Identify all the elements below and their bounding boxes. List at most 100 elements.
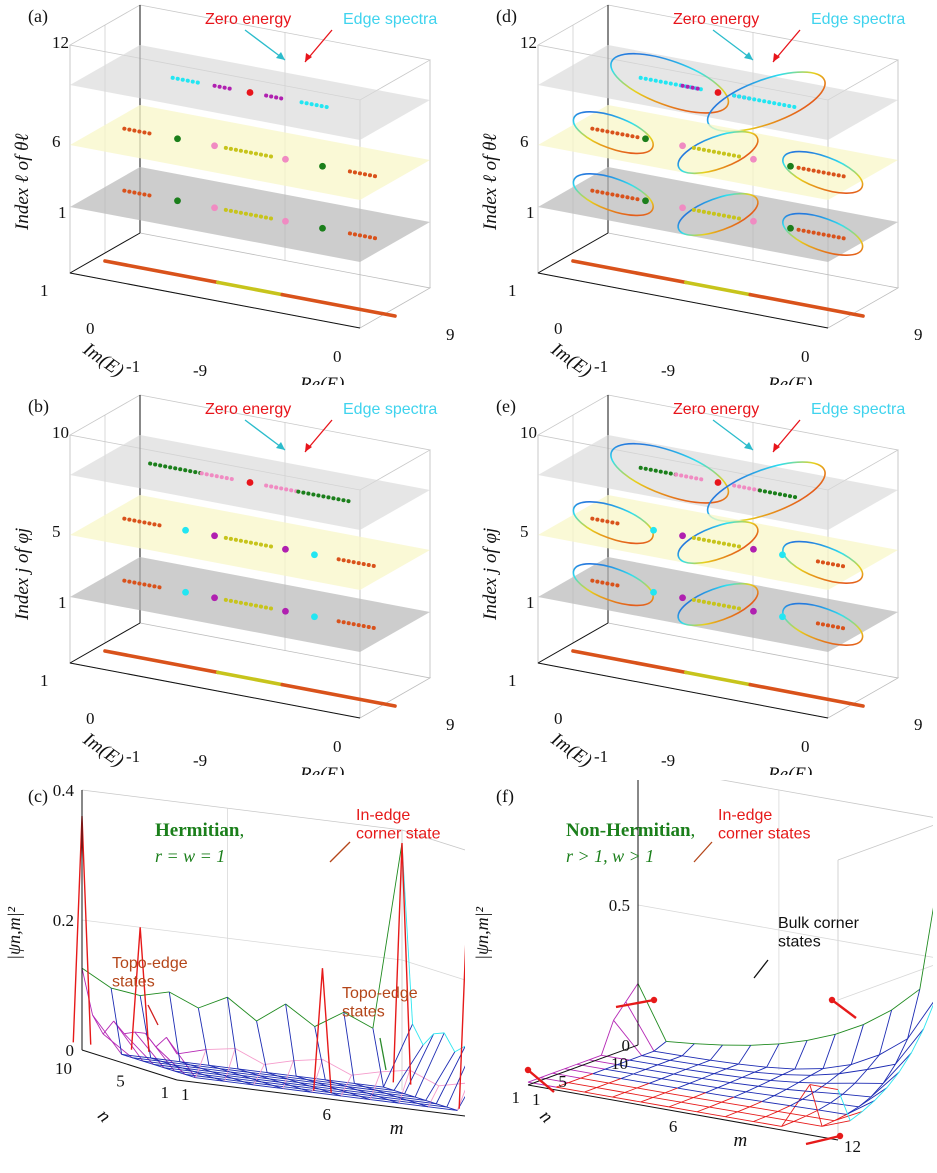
mesh-line [593, 1069, 605, 1074]
spectrum-dot [750, 608, 757, 615]
z-tick-label: 1 [58, 203, 67, 222]
mesh-line [626, 983, 638, 1001]
m-tick-label: 1 [181, 1085, 190, 1104]
x-tick-label: -9 [661, 751, 675, 770]
spectrum-dot [174, 197, 181, 204]
corner-spike [314, 968, 331, 1093]
model-title: Non-Hermitian, [566, 820, 695, 841]
mesh-line [352, 1072, 381, 1075]
zero-energy-label: Zero energy [673, 11, 759, 28]
mesh-line [645, 1069, 673, 1074]
mesh-line [641, 1097, 653, 1102]
spectrum-dot [679, 594, 686, 601]
mesh-line [835, 1025, 863, 1035]
mesh-line [82, 968, 111, 988]
z-axis-label: |ψn,m|² [4, 906, 24, 960]
m-axis-label: m [390, 1118, 404, 1139]
mesh-line [630, 1060, 658, 1065]
mesh-line [264, 1061, 293, 1065]
floor-segment [686, 282, 750, 294]
panel-c: 0.40.2010511612mn|ψn,m|²(c)Hermitian,r =… [0, 780, 465, 1173]
x-tick-label: -9 [193, 361, 207, 380]
mesh-line [621, 1079, 649, 1084]
mesh-line [722, 1097, 734, 1102]
mesh-line [855, 1069, 867, 1083]
zero-energy-label: Zero energy [673, 401, 759, 418]
mesh-line [693, 1098, 721, 1103]
mesh-line [670, 1060, 698, 1064]
y-axis [82, 1050, 177, 1080]
mesh-line [811, 1074, 839, 1076]
annotation-line: In-edge [356, 807, 410, 824]
mesh-line [444, 1033, 455, 1052]
panel-label: (a) [28, 6, 48, 27]
n-tick-label: 10 [611, 1054, 628, 1073]
mesh-line [681, 1098, 693, 1103]
floor-segment [218, 672, 282, 684]
spectrum-dot [679, 142, 686, 149]
n-axis-label: n [93, 1105, 115, 1127]
model-params: r > 1, w > 1 [566, 846, 654, 866]
spectrum-dot [650, 527, 657, 534]
mesh-line [818, 1110, 846, 1114]
x-tick-label: 0 [801, 347, 810, 366]
floor-segment [282, 295, 395, 316]
spectrum-dot [319, 225, 326, 232]
z-tick-label: 0 [622, 1036, 631, 1055]
mesh-line [718, 1088, 746, 1092]
x-tick-label: -9 [193, 751, 207, 770]
mesh-line [669, 1102, 681, 1107]
mesh-line [742, 1072, 754, 1077]
panel-f: 1.00.5010511612mn|ψn,m|²(f)Non-Hermitian… [468, 780, 933, 1173]
edge-spectra-label: Edge spectra [811, 401, 905, 418]
y-axis-label: Im(E) [546, 338, 595, 381]
n-axis-label: n [535, 1106, 557, 1128]
y-tick-label: 0 [86, 319, 95, 338]
spectrum-dot [311, 613, 318, 620]
mesh-line [737, 1112, 765, 1117]
mesh-line [410, 1070, 439, 1086]
mesh-line [794, 1121, 822, 1126]
panel-label: (f) [496, 786, 514, 807]
z-tick-label: 1 [526, 203, 535, 222]
spectrum-dot [174, 135, 181, 142]
floor-segment [750, 685, 863, 706]
mesh-line [135, 1032, 146, 1033]
y-tick-label: -1 [126, 357, 140, 376]
spectrum-dot [311, 551, 318, 558]
mesh-line [103, 1021, 114, 1034]
mesh-line [637, 1083, 649, 1088]
mesh-line [584, 1088, 596, 1092]
mesh-line [750, 1107, 778, 1112]
mesh-line [198, 997, 227, 1008]
mesh-line [658, 1060, 670, 1065]
panel-label: (b) [28, 396, 49, 417]
y-axis-label: Im(E) [78, 338, 127, 381]
mesh-line [730, 1077, 742, 1082]
mesh-line [227, 997, 238, 1069]
floor-segment [750, 295, 863, 316]
floor-segment [573, 261, 686, 282]
spectrum-dot [282, 608, 289, 615]
mesh-line [690, 1083, 718, 1087]
n-tick-label: 5 [116, 1072, 125, 1091]
edge-arrowhead [276, 442, 285, 450]
mesh-line [722, 1102, 750, 1107]
m-axis-label: m [733, 1130, 747, 1151]
mesh-line [169, 992, 198, 1008]
z-tick-label: 0 [66, 1041, 75, 1060]
n-tick-label: 10 [55, 1059, 72, 1078]
mesh-line [697, 1107, 709, 1112]
mesh-line [767, 1044, 779, 1067]
spectrum-dot [750, 546, 757, 553]
mesh-line [681, 1102, 709, 1107]
spectrum-dot [679, 532, 686, 539]
mesh-line [709, 1102, 721, 1107]
x-tick-label: 9 [446, 715, 455, 734]
mesh-line [754, 1072, 782, 1074]
mesh-line [642, 1056, 670, 1061]
edge-arrow-left [148, 1005, 158, 1025]
